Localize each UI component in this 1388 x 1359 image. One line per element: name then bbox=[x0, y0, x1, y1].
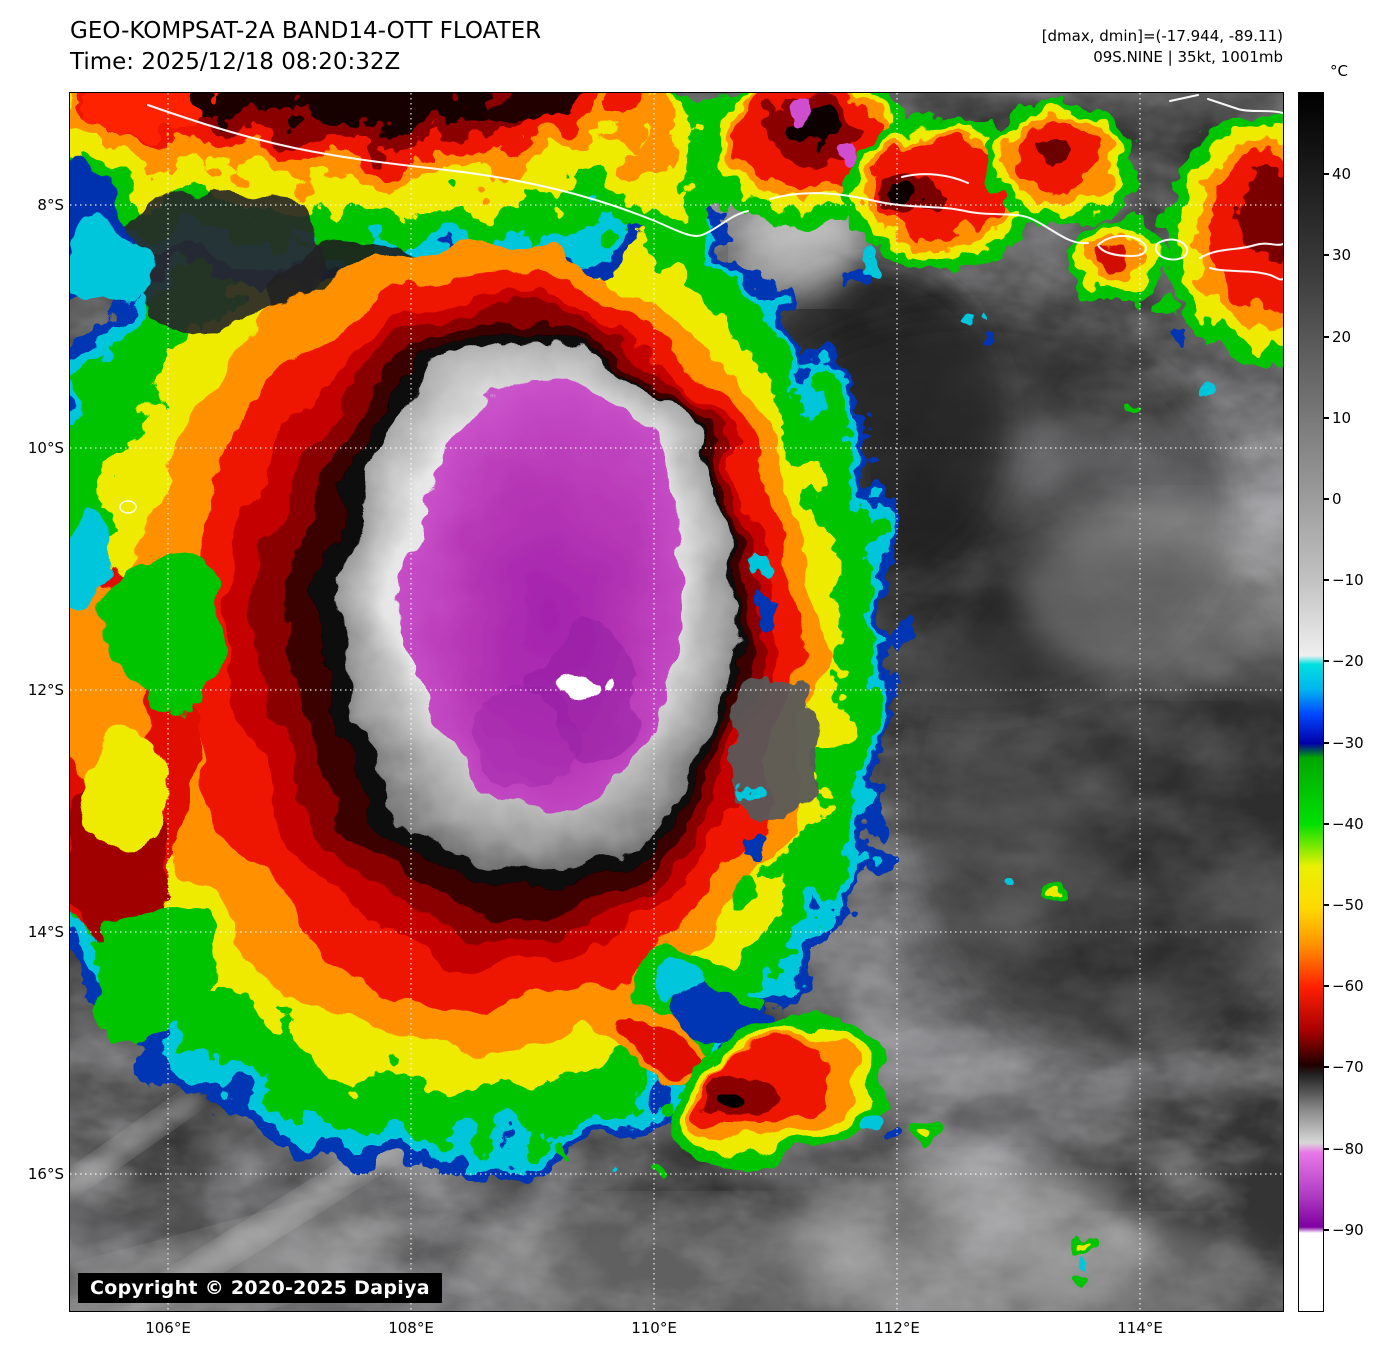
header: GEO-KOMPSAT-2A BAND14-OTT FLOATER Time: … bbox=[70, 16, 541, 78]
header-right: [dmax, dmin]=(-17.944, -89.11) 09S.NINE … bbox=[1042, 26, 1283, 68]
lat-label: 10°S bbox=[27, 439, 64, 457]
colorbar-tick-label: −80 bbox=[1323, 1139, 1384, 1159]
colorbar-tick-label: −30 bbox=[1323, 733, 1384, 753]
east-java-coastline bbox=[769, 192, 1089, 245]
colorbar-tick-label: −20 bbox=[1323, 651, 1384, 671]
lat-label: 8°S bbox=[37, 196, 64, 214]
colorbar-tick-label: −70 bbox=[1323, 1057, 1384, 1077]
coastlines bbox=[119, 94, 1283, 514]
copyright-badge: Copyright © 2020-2025 Dapiya bbox=[78, 1273, 442, 1303]
lat-label: 14°S bbox=[27, 923, 64, 941]
lombok-coastline bbox=[1155, 238, 1189, 261]
colorbar-tick-label: −10 bbox=[1323, 570, 1384, 590]
page-title: GEO-KOMPSAT-2A BAND14-OTT FLOATER bbox=[70, 18, 542, 44]
lat-label: 12°S bbox=[27, 681, 64, 699]
colorbar-unit: °C bbox=[1330, 62, 1348, 80]
java-coastline bbox=[147, 104, 749, 237]
temperature-colorbar bbox=[1298, 92, 1324, 1312]
satellite-image bbox=[70, 93, 1283, 1311]
colorbar-tick-label: 30 bbox=[1323, 245, 1384, 265]
lon-label: 108°E bbox=[388, 1319, 434, 1337]
colorbar-tick-label: 20 bbox=[1323, 327, 1384, 347]
bali-coastline bbox=[1096, 235, 1148, 258]
colorbar-tick-label: −90 bbox=[1323, 1220, 1384, 1240]
cyclone-cold-ring-inner bbox=[132, 243, 816, 1051]
lat-label: 16°S bbox=[27, 1165, 64, 1183]
dmax-dmin-readout: [dmax, dmin]=(-17.944, -89.11) bbox=[1041, 27, 1283, 45]
southeast-band-arc bbox=[590, 955, 772, 1109]
grid-lines bbox=[70, 93, 1283, 1311]
colorbar-tick-label: 10 bbox=[1323, 408, 1384, 428]
colorbar-tick-label: −50 bbox=[1323, 895, 1384, 915]
colorbar-tick-label: −40 bbox=[1323, 814, 1384, 834]
eastern-eyewall-edge bbox=[730, 553, 820, 906]
colorbar-tick-label: 40 bbox=[1323, 164, 1384, 184]
lon-label: 106°E bbox=[145, 1319, 191, 1337]
northeast-corner-coast bbox=[1169, 94, 1283, 114]
lon-label: 112°E bbox=[874, 1319, 920, 1337]
isolated-small-cells bbox=[555, 632, 1096, 1286]
image-timestamp: Time: 2025/12/18 08:20:32Z bbox=[70, 49, 401, 75]
lon-label: 114°E bbox=[1117, 1319, 1163, 1337]
storm-info: 09S.NINE | 35kt, 1001mb bbox=[1093, 48, 1283, 66]
southeast-convective-cell bbox=[672, 1015, 932, 1171]
inland-lake-outline bbox=[119, 500, 137, 514]
northeast-convective-cells bbox=[704, 93, 1283, 414]
coldest-top-white-spot bbox=[554, 673, 596, 697]
satellite-map: Copyright © 2020-2025 Dapiya bbox=[69, 92, 1284, 1312]
sumbawa-coastline bbox=[1199, 242, 1283, 281]
colorbar-tick-label: 0 bbox=[1323, 489, 1384, 509]
colorbar-tick-label: −60 bbox=[1323, 976, 1384, 996]
lon-label: 110°E bbox=[631, 1319, 677, 1337]
